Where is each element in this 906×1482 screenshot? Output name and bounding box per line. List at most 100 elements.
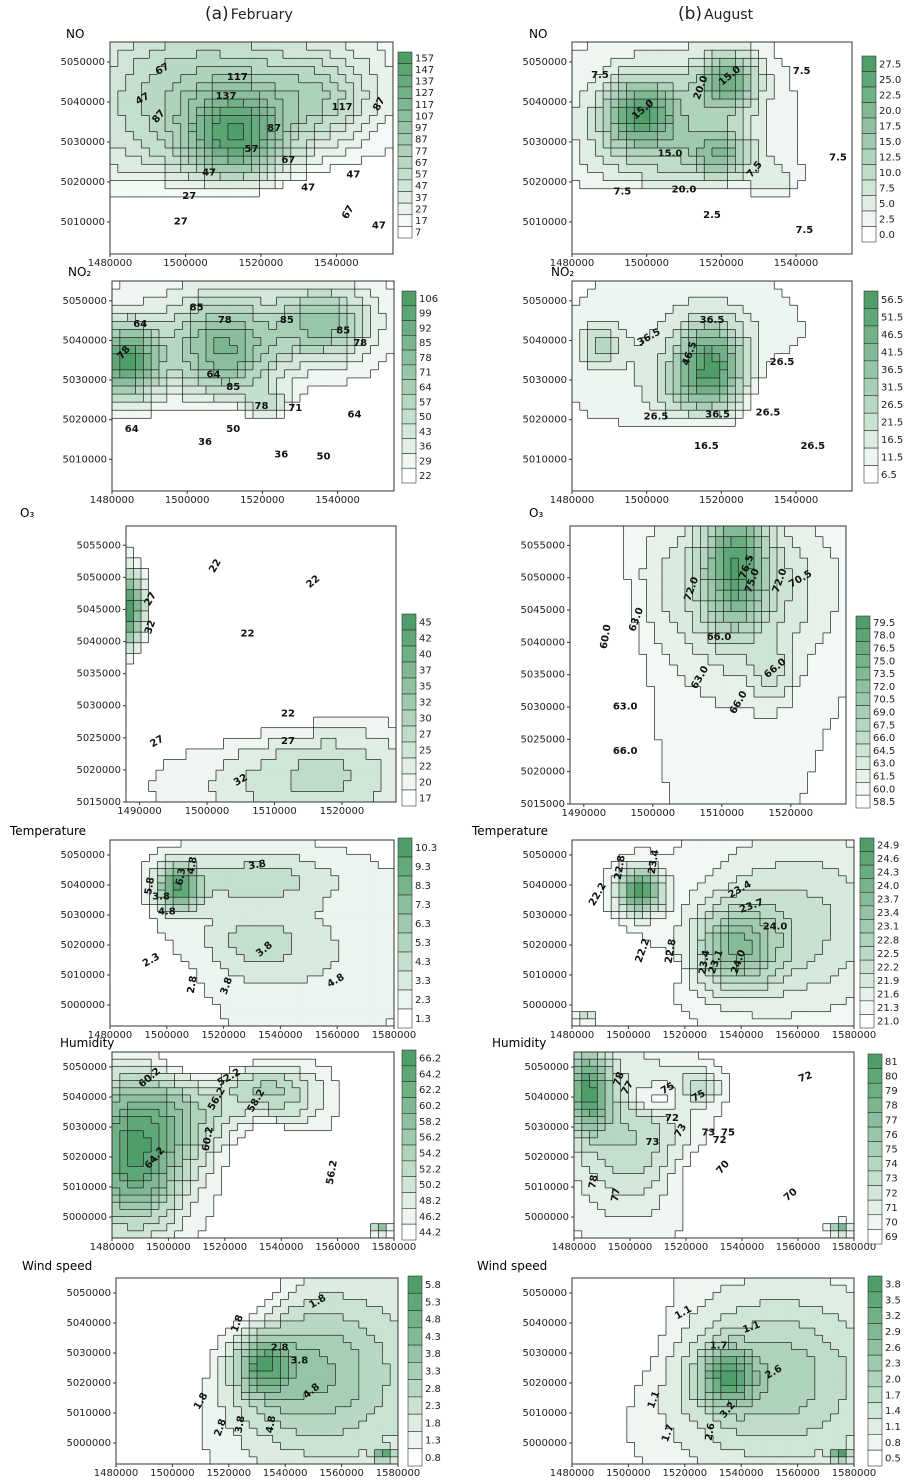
y-tick-label: 5040000 (522, 1318, 567, 1329)
y-tick-label: 5010000 (522, 1408, 567, 1419)
colorbar: 24.9 24.6 24.3 24.0 23.7 23.4 23.1 22.8 22.5 22.2… (859, 837, 899, 1029)
y-tick-label: 5030000 (60, 910, 105, 921)
colorbar-label: 70 (885, 1218, 898, 1229)
contour-label: 24.0 (763, 921, 788, 932)
colorbar-swatch (407, 1310, 423, 1329)
colorbar-label: 2.5 (879, 214, 895, 225)
colorbar-swatch (401, 789, 417, 807)
colorbar-swatch (401, 1144, 417, 1162)
colorbar-label: 0.8 (885, 1438, 901, 1449)
y-tick-label: 5020000 (520, 767, 565, 778)
contour-label: 78 (353, 338, 367, 349)
y-tick-label: 5000000 (522, 1000, 567, 1011)
x-tick-label: 1540000 (263, 1468, 308, 1479)
contour-label: 73 (701, 1128, 715, 1139)
contour-label: 3.8 (152, 892, 170, 903)
x-tick-label: 1560000 (776, 1242, 821, 1253)
colorbar-swatch (855, 730, 871, 745)
y-tick-label: 5050000 (522, 1288, 567, 1299)
x-tick-label: 1520000 (239, 258, 284, 269)
colorbar-swatch (855, 654, 871, 668)
y-tick-label: 5020000 (62, 1152, 107, 1163)
y-tick-label: 5020000 (522, 177, 567, 188)
colorbar-swatch (867, 1156, 883, 1172)
colorbar-label: 71 (419, 368, 432, 379)
colorbar-label: 4.3 (425, 1332, 441, 1343)
colorbar-label: 51.5 (881, 313, 903, 324)
x-tick-label: 1490000 (562, 808, 607, 819)
colorbar-swatch (397, 74, 413, 88)
colorbar-label: 24.0 (877, 881, 899, 892)
colorbar-swatch (397, 167, 413, 181)
colorbar-label: 3.8 (885, 1279, 901, 1290)
y-tick-label: 5030000 (522, 1348, 567, 1359)
colorbar-swatch (867, 1418, 883, 1435)
colorbar-label: 46.2 (419, 1212, 441, 1223)
colorbar-label: 2.3 (425, 1401, 441, 1412)
contour-label: 7.5 (614, 187, 632, 198)
colorbar-label: 80 (885, 1071, 898, 1082)
colorbar-label: 27 (419, 730, 432, 741)
y-tick-label: 5025000 (76, 733, 121, 744)
y-tick-label: 5010000 (62, 454, 107, 465)
colorbar-label: 21.0 (877, 1017, 899, 1028)
contour-label: 137 (216, 91, 237, 102)
contour-label: 2.8 (271, 1343, 289, 1354)
contour-label: 3.8 (233, 1415, 247, 1434)
contour-label: 7.5 (591, 70, 609, 81)
colorbar-swatch (401, 661, 417, 679)
contour-label: 78 (587, 1174, 600, 1190)
y-tick-label: 5040000 (522, 880, 567, 891)
colorbar-swatch (401, 773, 417, 791)
x-tick-label: 1480000 (550, 1468, 595, 1479)
colorbar-swatch (859, 932, 875, 947)
contour-label: 78 (612, 1071, 627, 1088)
x-tick-label: 1540000 (719, 1030, 764, 1041)
colorbar-swatch (397, 837, 413, 858)
colorbar-label: 57 (415, 170, 428, 181)
colorbar-label: 47 (415, 181, 428, 192)
colorbar-label: 35 (419, 682, 432, 693)
y-tick-label: 5030000 (66, 1348, 111, 1359)
colorbar-swatch (401, 693, 417, 711)
colorbar-swatch (401, 629, 417, 647)
contour-label: 27 (182, 191, 196, 202)
y-tick-label: 5055000 (520, 540, 565, 551)
colorbar-swatch (401, 453, 417, 469)
contour-label: 2.6 (704, 1422, 718, 1441)
colorbar-label: 17 (419, 794, 432, 805)
contour-label: 36.5 (705, 410, 730, 421)
colorbar: 81 80 79 78 77 76 75 74 73 72 71 70 69 (867, 1053, 898, 1245)
colorbar-label: 7.5 (879, 183, 895, 194)
colorbar-swatch (407, 1379, 423, 1398)
x-tick-label: 1480000 (90, 495, 135, 506)
colorbar-label: 56.2 (419, 1133, 441, 1144)
colorbar-label: 64 (419, 383, 432, 394)
contour-label: 15.0 (658, 148, 683, 159)
contour-label: 26.5 (770, 357, 795, 368)
contour-field (572, 42, 852, 254)
colorbar-label: 5.3 (425, 1297, 441, 1308)
contour-label: 22.8 (663, 938, 678, 964)
colorbar-label: 67 (415, 158, 428, 169)
colorbar-swatch (855, 794, 871, 809)
colorbar-label: 2.8 (425, 1384, 441, 1395)
colorbar-label: 45 (419, 618, 432, 629)
contour-label: 4.8 (265, 1415, 279, 1434)
x-tick-label: 1500000 (150, 1468, 195, 1479)
contour-field (116, 1278, 398, 1464)
contour-label: 3.8 (290, 1356, 308, 1367)
y-tick-label: 5045000 (76, 604, 121, 615)
colorbar-label: 2.3 (415, 995, 431, 1006)
x-tick-label: 1510000 (700, 808, 745, 819)
colorbar-swatch (397, 932, 413, 953)
colorbar-swatch (859, 1000, 875, 1015)
y-tick-label: 5050000 (60, 850, 105, 861)
y-tick-label: 5030000 (522, 137, 567, 148)
contour-label: 77 (610, 1187, 623, 1203)
